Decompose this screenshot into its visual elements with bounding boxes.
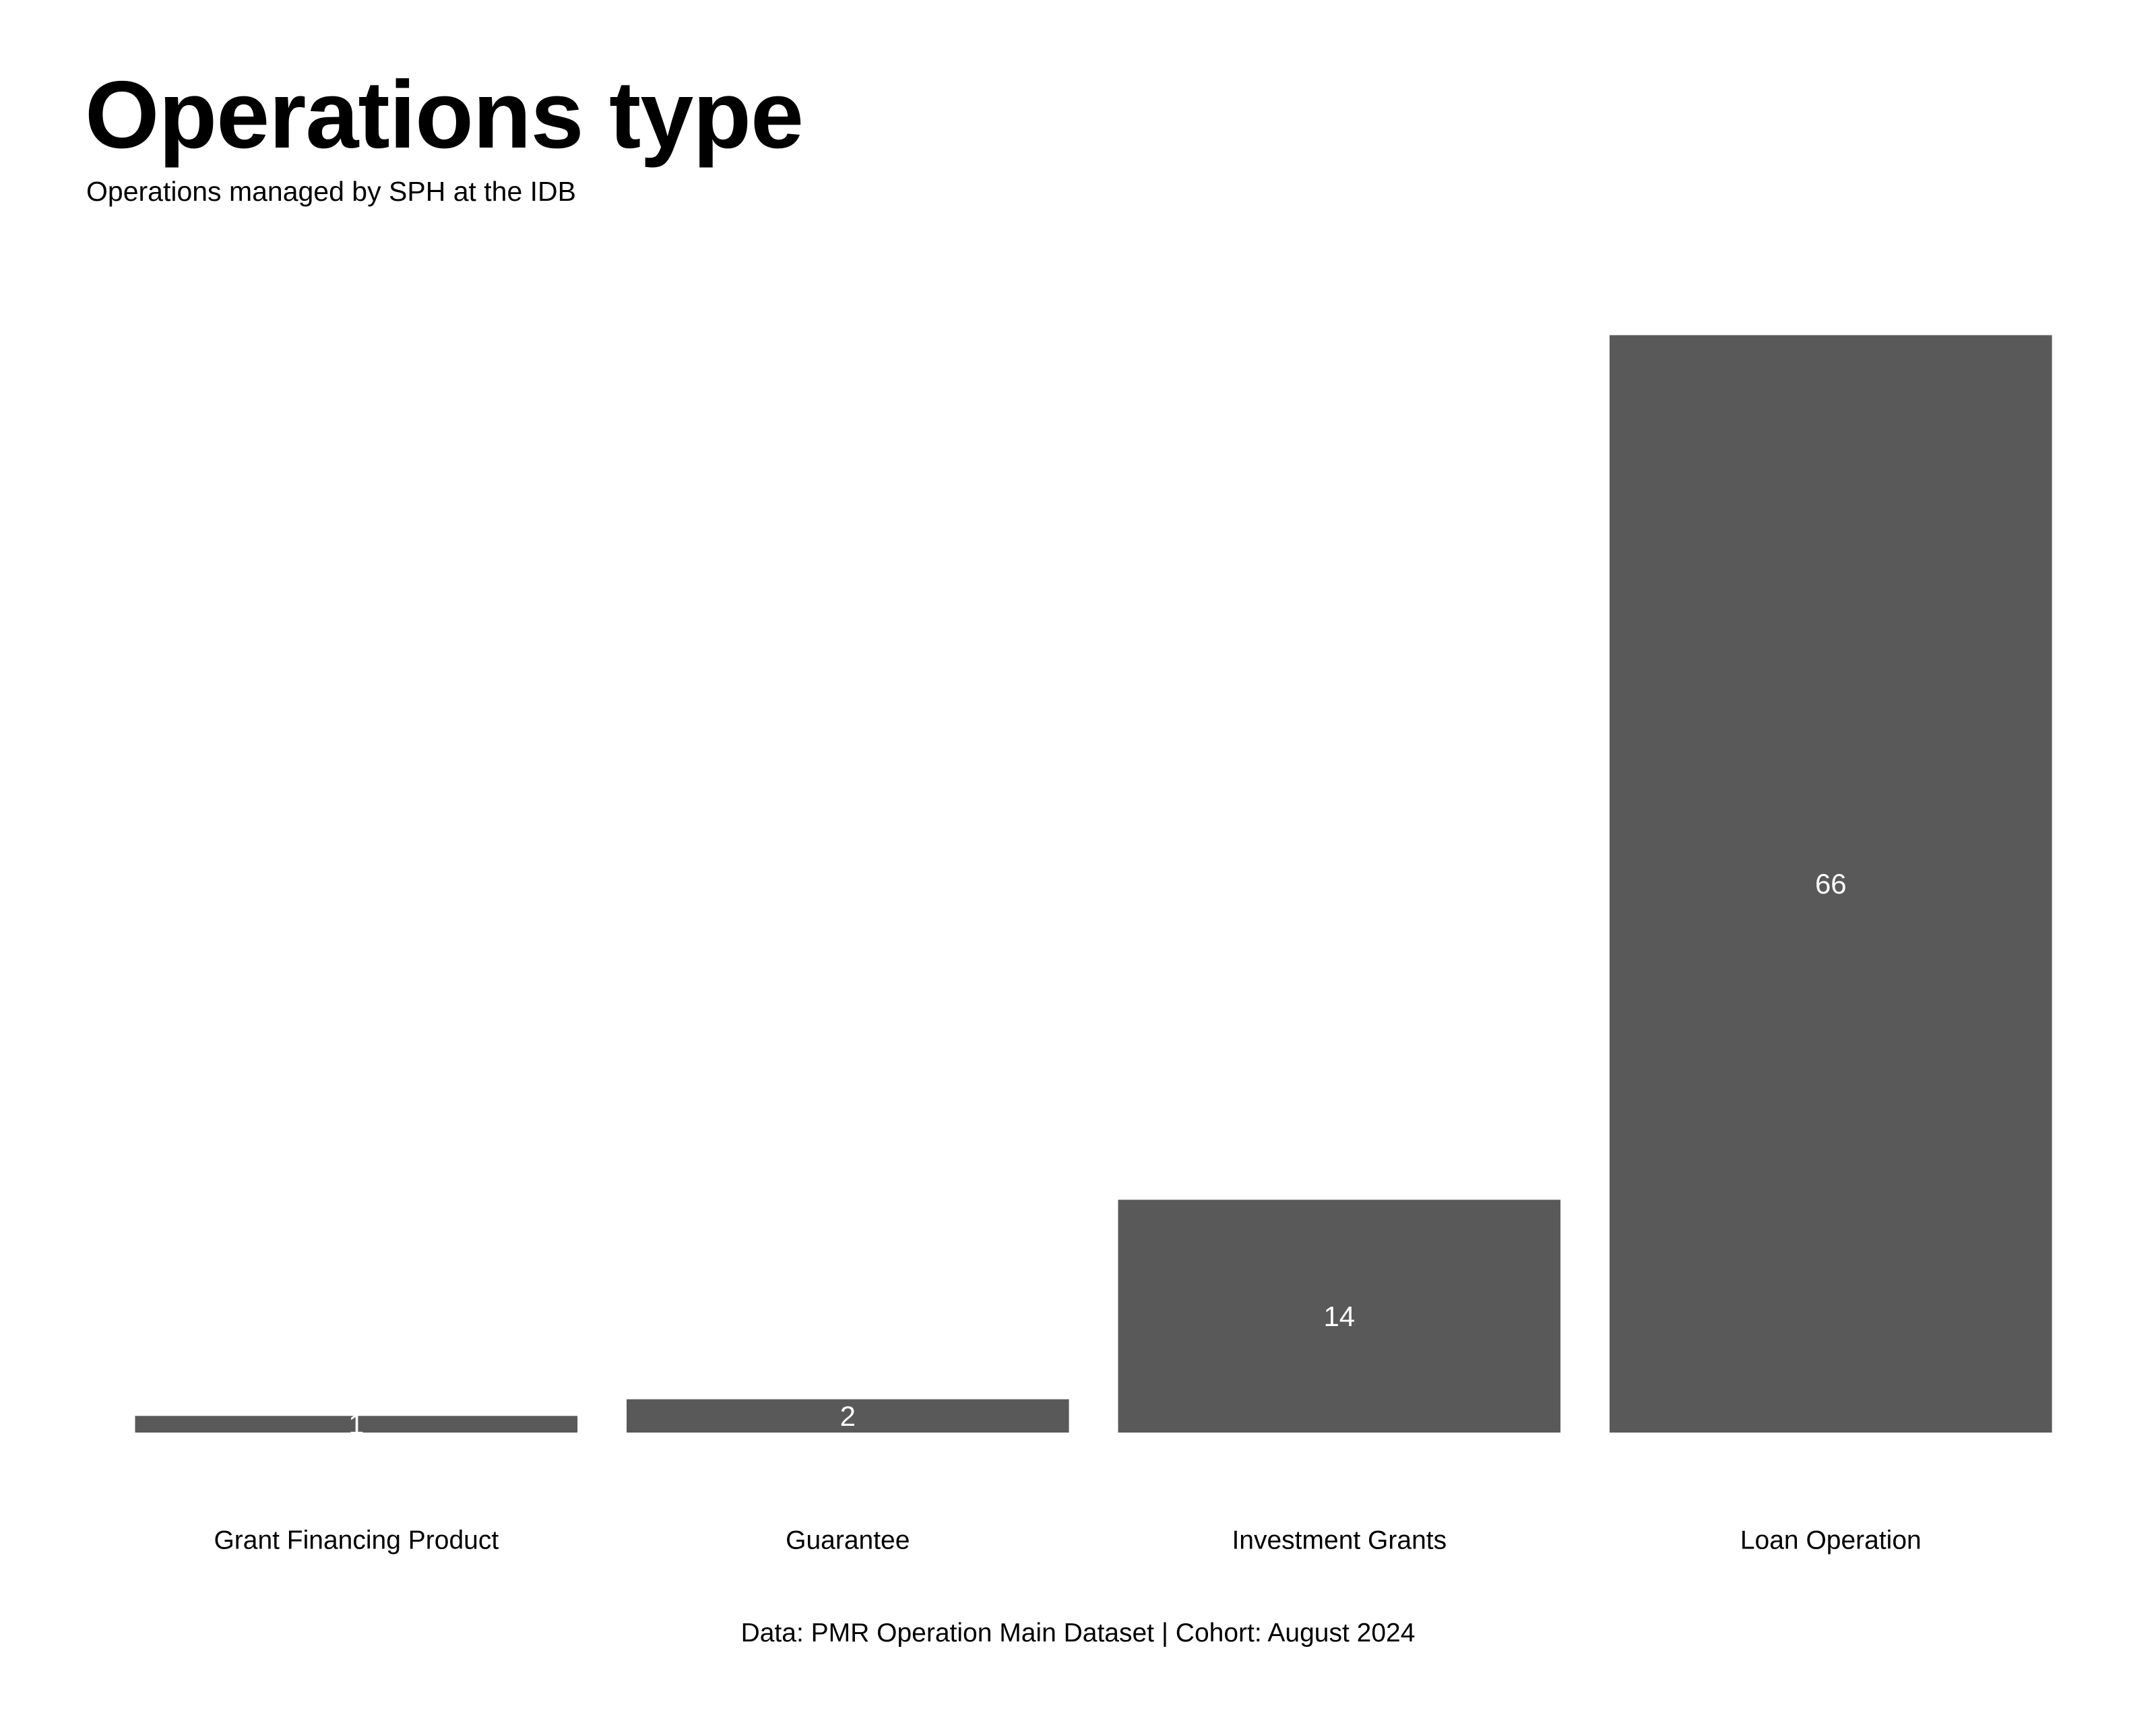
- bar-value-label: 2: [840, 1400, 856, 1432]
- x-tick-label: Guarantee: [786, 1526, 910, 1555]
- bars-layer: [135, 335, 2052, 1433]
- bar-value-label: 1: [348, 1408, 364, 1440]
- x-tick-label: Loan Operation: [1740, 1526, 1922, 1555]
- bar-grant-financing-product: [135, 1416, 578, 1433]
- bar-loan-operation: [1610, 335, 2052, 1433]
- x-tick-label: Grant Financing Product: [214, 1526, 499, 1555]
- bar-labels-layer: 1 2 14 66: [348, 868, 1847, 1440]
- bar-value-label: 14: [1323, 1300, 1355, 1332]
- bar-guarantee: [627, 1399, 1069, 1433]
- chart-title: Operations type: [85, 61, 804, 168]
- x-tick-labels: Grant Financing Product Guarantee Investme…: [214, 1526, 1921, 1555]
- chart-subtitle: Operations managed by SPH at the IDB: [86, 176, 577, 207]
- bar-value-label: 66: [1815, 868, 1847, 900]
- bar-investment-grants: [1118, 1199, 1561, 1433]
- x-tick-label: Investment Grants: [1232, 1526, 1447, 1555]
- chart-caption: Data: PMR Operation Main Dataset | Cohor…: [740, 1619, 1416, 1648]
